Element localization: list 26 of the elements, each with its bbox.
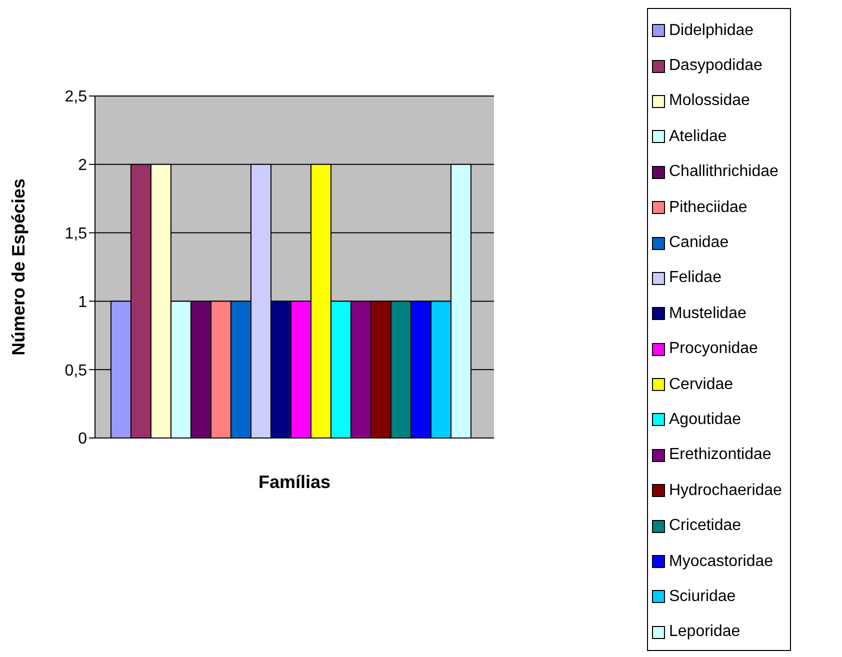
legend-label: Molossidae [669, 92, 750, 110]
legend-label: Myocastoridae [669, 552, 774, 571]
legend-label: Mustelidae [669, 304, 746, 323]
legend-label: Canidae [669, 234, 729, 252]
y-tick-label: 0,5 [64, 362, 88, 380]
legend-label: Hydrochaeridae [669, 482, 782, 500]
y-tick-label: 0 [78, 430, 88, 448]
legend-label: Procyonidae [669, 340, 758, 358]
legend-label: Dasypodidae [669, 57, 762, 76]
legend-label: Didelphidae [669, 22, 754, 40]
legend-label: Erethizontidae [669, 446, 772, 464]
legend-label: Felidae [669, 269, 722, 288]
legend-label: Atelidae [669, 128, 727, 146]
legend-label: Cervidae [669, 376, 734, 394]
y-tick-label: 1,5 [64, 225, 88, 242]
x-axis-title: Famílias [258, 472, 331, 492]
legend-label: Leporidae [669, 623, 740, 642]
y-tick-label: 2 [78, 157, 88, 174]
y-tick-label: 2,5 [64, 88, 88, 106]
legend-label: Sciuridae [669, 588, 736, 606]
legend-label: Cricetidae [669, 517, 742, 536]
legend-label: Challithrichidae [669, 163, 778, 182]
y-axis-title: Número de Espécies [8, 178, 28, 356]
legend-label: Pitheciidae [669, 198, 748, 217]
legend-label: Agoutidae [669, 410, 742, 429]
y-tick-label: 1 [78, 294, 88, 311]
